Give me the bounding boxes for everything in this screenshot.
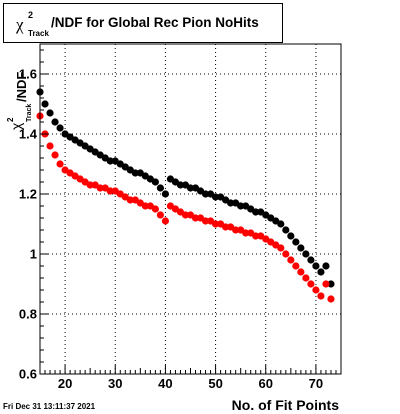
y-tick-label: 1 (30, 247, 37, 262)
black-series-point (131, 169, 139, 177)
black-series-point (282, 226, 290, 234)
title-chi-symbol: χ (16, 15, 24, 34)
black-series-point (186, 184, 195, 192)
x-tick-label: 50 (208, 376, 222, 391)
black-series-point (277, 220, 285, 228)
black-series-point (46, 109, 54, 117)
red-series-point (322, 280, 330, 288)
red-series-point (156, 211, 164, 219)
red-series-point (56, 160, 64, 168)
black-series-point (227, 199, 235, 207)
black-series-point (307, 256, 315, 264)
y-tick-label: 0.6 (19, 367, 37, 382)
red-series-point (232, 226, 240, 234)
red-series-point (292, 262, 300, 270)
y-tick-label: 1.4 (19, 127, 38, 142)
black-series-point (317, 268, 325, 276)
red-series-point (126, 196, 134, 204)
red-series-point (151, 205, 159, 213)
black-series-point (176, 181, 185, 189)
red-series-point (106, 187, 114, 195)
black-series-point (56, 124, 64, 132)
y-tick-label: 0.8 (19, 307, 37, 322)
black-series-point (292, 238, 300, 246)
x-axis-label: No. of Fit Points (231, 397, 339, 413)
data-markers (36, 88, 335, 303)
chart-title: /NDF for Global Rec Pion NoHits (51, 15, 259, 30)
red-series-point (86, 181, 94, 189)
black-series-point (151, 178, 159, 186)
red-series-point (282, 250, 290, 258)
x-tick-label: 60 (259, 376, 273, 391)
black-series-point (106, 157, 114, 165)
black-series-point (51, 118, 59, 126)
plot-frame (39, 43, 342, 375)
red-series-point (277, 244, 285, 252)
y-axis-label-sub: Track (26, 104, 33, 122)
red-series-point (201, 217, 210, 225)
red-series-point (287, 256, 295, 264)
y-axis-label: χ 2 Track /NDF (4, 50, 36, 140)
x-tick-label: 30 (108, 376, 122, 391)
axis-ticks (39, 49, 342, 375)
title-superscript: 2 (28, 10, 34, 20)
red-series-point (46, 142, 54, 150)
title-subscript: Track (28, 29, 49, 38)
y-axis-label-sup: 2 (6, 117, 15, 122)
red-series-point (312, 286, 320, 294)
black-series-point (312, 262, 320, 270)
timestamp: Fri Dec 31 13:11:37 2021 (3, 402, 96, 411)
red-series-point (211, 220, 220, 228)
black-series-point (252, 208, 260, 216)
black-series-point (161, 190, 170, 198)
black-series-point (211, 193, 220, 201)
x-tick-label: 40 (158, 376, 172, 391)
x-tick-label: 20 (58, 376, 72, 391)
black-series-point (41, 100, 49, 108)
red-series-point (302, 274, 310, 282)
title-box: χ 2 Track /NDF for Global Rec Pion NoHit… (3, 3, 283, 43)
red-series-point (307, 280, 315, 288)
red-series-point (191, 214, 200, 222)
red-series-point (141, 202, 149, 210)
black-series-point (297, 244, 305, 252)
red-series-point (327, 295, 335, 303)
y-axis-label-main: /NDF (14, 72, 29, 102)
red-series-point (222, 223, 230, 231)
black-series-point (201, 190, 210, 198)
y-axis-label-chi: χ (8, 122, 24, 130)
red-series-point (96, 184, 104, 192)
tick-labels: 20 30 40 50 60 70 0.6 0.8 1 1.2 1.4 1.6 (19, 67, 323, 392)
red-series-point (297, 268, 305, 276)
grid-lines (40, 44, 341, 375)
black-series-point (322, 262, 330, 270)
black-series-point (302, 250, 310, 258)
y-tick-label: 1.2 (19, 187, 37, 202)
black-series-point (287, 232, 295, 240)
black-series-point (237, 202, 245, 210)
black-series-point (156, 184, 164, 192)
black-series-point (327, 280, 335, 288)
y-tick-label: 1.6 (19, 67, 37, 82)
red-series-point (317, 292, 325, 300)
red-series-point (51, 151, 59, 159)
x-tick-label: 70 (309, 376, 323, 391)
red-series-point (181, 211, 190, 219)
red-series-point (242, 229, 250, 237)
red-series-point (161, 217, 170, 225)
red-series-point (252, 232, 260, 240)
